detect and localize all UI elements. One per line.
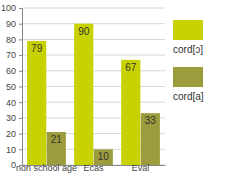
y-tick: 50 xyxy=(6,82,22,92)
bar xyxy=(74,24,93,165)
y-tick-label: 20 xyxy=(6,129,16,139)
y-tick-mark xyxy=(19,118,22,119)
y-tick-mark xyxy=(19,134,22,135)
bar xyxy=(141,113,160,165)
data-label: 33 xyxy=(145,115,157,126)
bars xyxy=(27,24,160,165)
y-tick: 90 xyxy=(6,19,22,29)
y-tick: 80 xyxy=(6,35,22,45)
legend-item: cord[a] xyxy=(173,67,204,102)
x-axis: non school age Ecas Eval xyxy=(16,163,166,173)
y-tick-mark xyxy=(19,102,22,103)
legend-label: cord[a] xyxy=(173,91,204,102)
x-tick-label: Eval xyxy=(132,163,150,173)
bar xyxy=(121,60,140,165)
y-tick-mark xyxy=(19,8,22,9)
legend-item: cord[ɔ] xyxy=(173,20,203,55)
legend: cord[ɔ] cord[a] xyxy=(173,20,204,102)
y-tick-label: 100 xyxy=(1,3,16,13)
y-tick-label: 40 xyxy=(6,98,16,108)
plot: 7990672110330102030405060708090100non sc… xyxy=(1,3,166,173)
bar xyxy=(47,132,66,165)
x-tick: Eval xyxy=(132,163,150,173)
chart: 7990672110330102030405060708090100non sc… xyxy=(0,0,225,177)
y-tick-label: 90 xyxy=(6,19,16,29)
y-tick-mark xyxy=(19,149,22,150)
x-tick-label: non school age xyxy=(16,163,77,173)
y-tick-mark xyxy=(19,55,22,56)
data-label: 10 xyxy=(98,151,110,162)
y-tick-label: 80 xyxy=(6,35,16,45)
y-tick: 20 xyxy=(6,129,22,139)
y-tick-label: 60 xyxy=(6,66,16,76)
y-tick-label: 30 xyxy=(6,113,16,123)
y-axis-line xyxy=(19,9,23,166)
y-tick-label: 10 xyxy=(6,145,16,155)
y-tick-mark xyxy=(19,24,22,25)
y-tick: 10 xyxy=(6,145,22,155)
y-tick: 40 xyxy=(6,98,22,108)
legend-swatch xyxy=(173,67,203,87)
x-tick: non school age xyxy=(16,163,77,173)
y-tick-label: 70 xyxy=(6,50,16,60)
grid-line xyxy=(22,39,165,40)
legend-swatch xyxy=(173,20,203,40)
bar xyxy=(27,41,46,165)
y-tick: 70 xyxy=(6,50,22,60)
legend-label: cord[ɔ] xyxy=(173,44,203,55)
data-label: 79 xyxy=(31,43,43,54)
grid-line xyxy=(22,23,165,24)
data-label: 21 xyxy=(51,134,63,145)
data-labels: 79 90 67 21 10 33 xyxy=(31,26,156,163)
y-axis: 0102030405060708090100 xyxy=(1,3,23,170)
y-tick-mark xyxy=(19,71,22,72)
y-tick-label: 50 xyxy=(6,82,16,92)
x-tick-label: Ecas xyxy=(83,163,104,173)
grid xyxy=(22,8,165,165)
y-tick: 30 xyxy=(6,113,22,123)
y-tick-mark xyxy=(19,87,22,88)
grid-line xyxy=(22,8,165,9)
y-tick: 100 xyxy=(1,3,22,13)
data-label: 67 xyxy=(125,62,137,73)
y-tick-mark xyxy=(19,39,22,40)
x-tick: Ecas xyxy=(83,163,104,173)
y-tick: 60 xyxy=(6,66,22,76)
data-label: 90 xyxy=(78,26,90,37)
